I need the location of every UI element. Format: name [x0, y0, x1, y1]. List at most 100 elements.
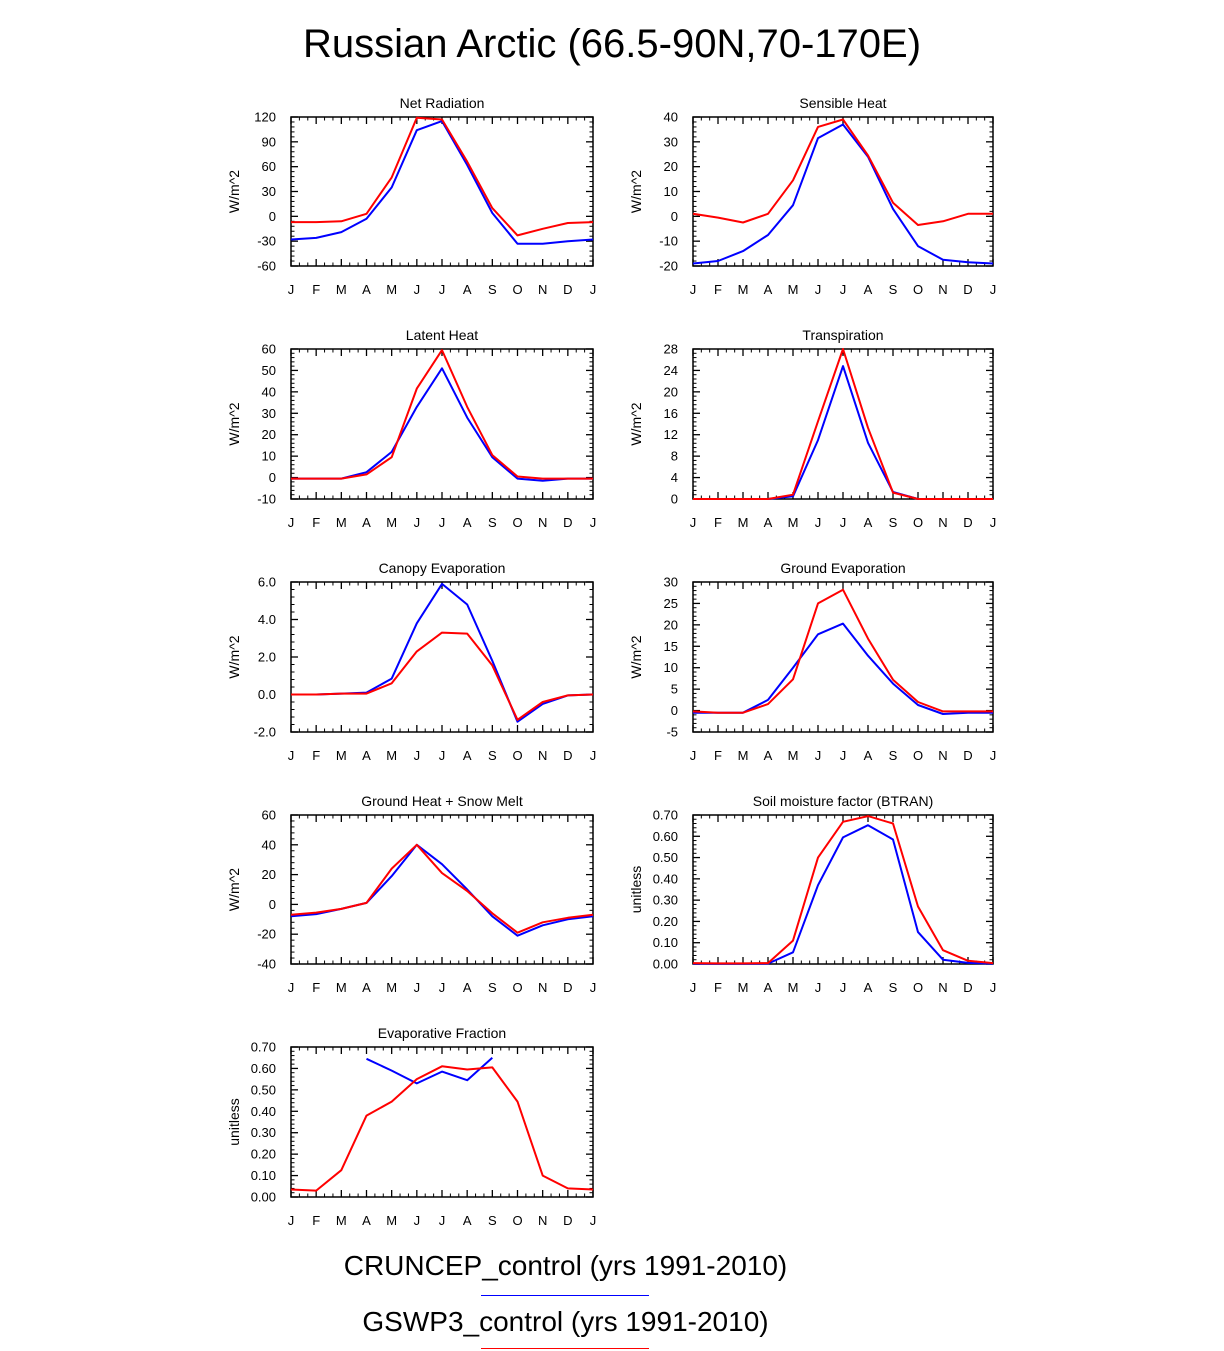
x-tick-label: J — [840, 515, 847, 530]
y-tick-label: 0 — [269, 209, 276, 224]
x-tick-label: N — [538, 748, 547, 763]
plot-frame — [692, 116, 994, 267]
x-tick-label: J — [815, 748, 822, 763]
y-tick-label: 5 — [671, 682, 678, 697]
x-tick-label: N — [538, 282, 547, 297]
legend-label-gswp3: GSWP3_control (yrs 1991-2010) — [362, 1306, 769, 1337]
y-tick-label: 0 — [671, 703, 678, 718]
y-tick-label: 20 — [664, 159, 678, 174]
x-tick-label: M — [386, 748, 397, 763]
chart-title: Sensible Heat — [799, 95, 886, 111]
y-tick-label: 4 — [671, 470, 678, 485]
y-tick-label: 24 — [664, 363, 678, 378]
x-tick-label: D — [963, 515, 972, 530]
plot-frame — [692, 581, 994, 733]
y-tick-label: 4.0 — [258, 612, 276, 627]
x-tick-label: N — [538, 515, 547, 530]
x-tick-label: A — [362, 1213, 371, 1228]
x-tick-label: F — [312, 282, 320, 297]
x-tick-label: O — [913, 282, 923, 297]
y-tick-label: -30 — [257, 234, 276, 249]
x-tick-label: M — [336, 1213, 347, 1228]
x-tick-label: M — [788, 515, 799, 530]
x-tick-label: N — [938, 980, 947, 995]
y-tick-label: 0.10 — [251, 1168, 276, 1183]
chart-title: Ground Heat + Snow Melt — [361, 793, 523, 809]
x-tick-label: S — [488, 980, 497, 995]
series-line-gswp3 — [692, 588, 993, 714]
y-axis-label: W/m^2 — [628, 635, 644, 678]
series-line-gswp3 — [692, 118, 993, 226]
x-tick-label: A — [362, 282, 371, 297]
x-tick-label: S — [488, 282, 497, 297]
y-tick-label: -40 — [257, 957, 276, 972]
y-tick-label: 0.20 — [653, 914, 678, 929]
x-tick-label: J — [414, 1213, 421, 1228]
y-tick-label: 20 — [664, 617, 678, 632]
plot-frame — [290, 814, 594, 965]
x-tick-label: D — [563, 980, 572, 995]
y-axis-label: W/m^2 — [226, 170, 242, 213]
x-tick-label: D — [963, 748, 972, 763]
x-tick-label: J — [288, 515, 295, 530]
x-tick-label: A — [362, 980, 371, 995]
series-line-cruncep — [290, 120, 594, 245]
x-tick-label: A — [864, 282, 873, 297]
series-line-gswp3 — [291, 631, 594, 721]
x-tick-label: S — [889, 282, 898, 297]
x-tick-label: J — [414, 748, 421, 763]
x-tick-label: D — [963, 980, 972, 995]
y-tick-label: 10 — [262, 449, 276, 464]
x-tick-label: M — [336, 282, 347, 297]
y-tick-label: 90 — [262, 134, 276, 149]
x-tick-label: J — [439, 980, 446, 995]
x-tick-label: J — [414, 282, 421, 297]
y-tick-label: 60 — [262, 342, 276, 357]
y-axis-label: unitless — [226, 1098, 242, 1145]
y-tick-label: 0 — [269, 470, 276, 485]
chart-title: Soil moisture factor (BTRAN) — [753, 793, 933, 809]
y-tick-label: 0 — [269, 897, 276, 912]
x-tick-label: O — [512, 980, 522, 995]
y-tick-label: 0.60 — [251, 1061, 276, 1076]
x-tick-label: J — [840, 748, 847, 763]
legend-label-cruncep: CRUNCEP_control (yrs 1991-2010) — [343, 1250, 788, 1281]
series-line-cruncep — [693, 365, 993, 500]
y-axis-label: W/m^2 — [226, 402, 242, 445]
x-tick-label: D — [963, 282, 972, 297]
x-tick-label: N — [938, 282, 947, 297]
y-tick-label: 15 — [664, 639, 678, 654]
x-tick-label: F — [714, 980, 722, 995]
chart-title: Evaporative Fraction — [378, 1025, 506, 1041]
x-tick-label: N — [938, 515, 947, 530]
y-tick-label: -10 — [659, 234, 678, 249]
x-tick-label: J — [414, 515, 421, 530]
y-tick-label: 2.0 — [258, 650, 276, 665]
y-tick-label: 60 — [262, 808, 276, 823]
y-tick-label: 0 — [671, 209, 678, 224]
series-line-cruncep — [692, 824, 994, 965]
x-tick-label: N — [538, 980, 547, 995]
x-tick-label: S — [889, 980, 898, 995]
series-line-gswp3 — [291, 116, 594, 237]
series-line-cruncep — [693, 622, 993, 715]
x-tick-label: M — [386, 515, 397, 530]
y-tick-label: 0.60 — [653, 829, 678, 844]
x-tick-label: J — [815, 282, 822, 297]
x-tick-label: M — [386, 282, 397, 297]
x-tick-label: F — [312, 980, 320, 995]
x-tick-label: A — [463, 282, 472, 297]
x-tick-label: A — [764, 515, 773, 530]
x-tick-label: J — [439, 1213, 446, 1228]
y-tick-label: 12 — [664, 427, 678, 442]
y-tick-label: 0.70 — [653, 808, 678, 823]
x-tick-label: S — [889, 515, 898, 530]
series-line-gswp3 — [291, 349, 593, 480]
series-line-cruncep — [692, 123, 994, 265]
y-tick-label: 0.30 — [251, 1125, 276, 1140]
x-tick-label: M — [738, 515, 749, 530]
x-tick-label: J — [690, 980, 697, 995]
x-tick-label: O — [913, 515, 923, 530]
